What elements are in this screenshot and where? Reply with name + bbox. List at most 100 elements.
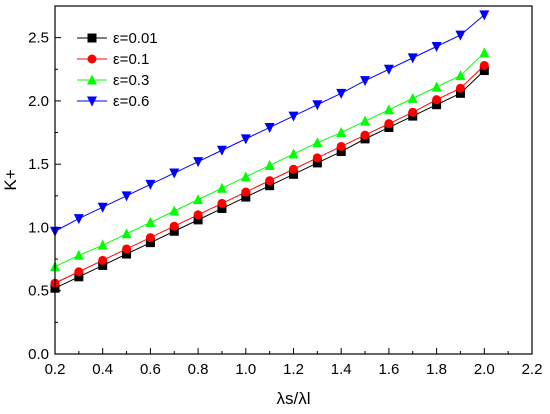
data-point bbox=[73, 249, 84, 260]
y-axis-label: K+ bbox=[1, 169, 20, 190]
legend-entry: ε=0.3 bbox=[77, 72, 149, 89]
data-point bbox=[193, 194, 204, 205]
x-tick-label: 2.0 bbox=[474, 361, 495, 378]
x-tick-label: 2.2 bbox=[522, 361, 543, 378]
legend-marker bbox=[87, 33, 97, 43]
data-point bbox=[479, 66, 489, 76]
data-point bbox=[193, 157, 204, 168]
series-1 bbox=[50, 60, 489, 288]
x-tick-label: 1.0 bbox=[235, 361, 256, 378]
data-point bbox=[216, 145, 227, 156]
y-tick-label: 2.5 bbox=[28, 30, 49, 47]
data-point bbox=[74, 272, 84, 282]
y-tick-label: 0.0 bbox=[28, 346, 49, 363]
y-tick-label: 1.0 bbox=[28, 219, 49, 236]
x-tick-label: 0.8 bbox=[188, 361, 209, 378]
data-point bbox=[217, 198, 227, 208]
y-tick-label: 1.5 bbox=[28, 156, 49, 173]
legend-label: ε=0.3 bbox=[113, 72, 149, 89]
data-point bbox=[241, 192, 251, 202]
data-point bbox=[169, 168, 180, 179]
data-point bbox=[122, 244, 132, 254]
data-point bbox=[360, 76, 371, 87]
data-point bbox=[145, 238, 155, 248]
data-point bbox=[479, 60, 489, 70]
legend-marker bbox=[87, 74, 97, 85]
data-point bbox=[265, 181, 275, 191]
data-point bbox=[216, 182, 227, 193]
data-point bbox=[312, 153, 322, 163]
data-point bbox=[240, 134, 251, 145]
data-point bbox=[479, 47, 490, 58]
data-point bbox=[145, 233, 155, 243]
data-point bbox=[265, 176, 275, 186]
x-tick-label: 1.8 bbox=[426, 361, 447, 378]
legend-label: ε=0.01 bbox=[113, 30, 158, 47]
legend-entry: ε=0.1 bbox=[77, 51, 149, 68]
x-tick-label: 0.4 bbox=[92, 361, 113, 378]
y-tick-label: 2.0 bbox=[28, 93, 49, 110]
data-point bbox=[97, 202, 108, 213]
data-point bbox=[193, 215, 203, 225]
data-point bbox=[312, 158, 322, 168]
legend-entry: ε=0.01 bbox=[77, 30, 158, 47]
data-point bbox=[169, 221, 179, 231]
legend-marker bbox=[87, 96, 97, 107]
data-point bbox=[98, 260, 108, 270]
data-point bbox=[383, 104, 394, 115]
data-point bbox=[432, 95, 442, 105]
data-point bbox=[145, 179, 156, 190]
data-point bbox=[289, 164, 298, 174]
data-point bbox=[169, 205, 180, 216]
data-point bbox=[121, 191, 132, 202]
data-point bbox=[455, 70, 466, 81]
data-point bbox=[383, 64, 394, 75]
data-point bbox=[217, 203, 227, 213]
x-tick-label: 1.6 bbox=[378, 361, 399, 378]
data-point bbox=[384, 119, 394, 129]
data-point bbox=[289, 169, 298, 179]
data-point bbox=[240, 171, 251, 182]
data-point bbox=[288, 111, 299, 122]
data-point bbox=[455, 30, 466, 41]
data-point bbox=[360, 130, 370, 140]
legend-label: ε=0.1 bbox=[113, 51, 149, 68]
data-point bbox=[407, 92, 418, 103]
axes: 0.2 0.4 0.6 0.8 1.0 1.2 1.4 1.6 1.8 2.0 2.2 0.0 0.5 1… bbox=[28, 5, 543, 378]
data-point bbox=[336, 141, 346, 151]
x-tick-label: 0.2 bbox=[45, 361, 66, 378]
x-axis-label: λs/λl bbox=[277, 389, 311, 408]
data-point bbox=[431, 81, 442, 92]
x-tick-label: 0.6 bbox=[140, 361, 161, 378]
data-point bbox=[407, 53, 418, 64]
data-point bbox=[264, 122, 275, 133]
data-point bbox=[360, 115, 371, 126]
data-point bbox=[479, 10, 490, 21]
data-point bbox=[145, 216, 156, 227]
data-point bbox=[241, 187, 251, 197]
data-point bbox=[312, 100, 323, 111]
data-point bbox=[73, 214, 84, 225]
data-point bbox=[455, 83, 465, 93]
data-point bbox=[336, 127, 347, 138]
plot-area bbox=[50, 10, 490, 293]
data-point bbox=[312, 137, 323, 148]
data-point bbox=[97, 239, 108, 250]
data-point bbox=[264, 159, 275, 170]
y-tick-label: 0.5 bbox=[28, 283, 49, 300]
data-point bbox=[336, 88, 347, 99]
x-tick-label: 1.2 bbox=[283, 361, 304, 378]
data-point bbox=[122, 249, 132, 259]
data-point bbox=[193, 210, 203, 220]
data-point bbox=[121, 228, 132, 239]
data-point bbox=[432, 100, 442, 110]
legend: ε=0.01 ε=0.1 ε=0.3 ε=0.6 bbox=[77, 30, 158, 110]
data-point bbox=[336, 147, 346, 157]
data-point bbox=[431, 41, 442, 52]
data-point bbox=[408, 107, 418, 117]
legend-label: ε=0.6 bbox=[113, 93, 149, 110]
data-point bbox=[455, 88, 465, 98]
data-point bbox=[74, 267, 84, 277]
x-tick-label: 1.4 bbox=[331, 361, 352, 378]
